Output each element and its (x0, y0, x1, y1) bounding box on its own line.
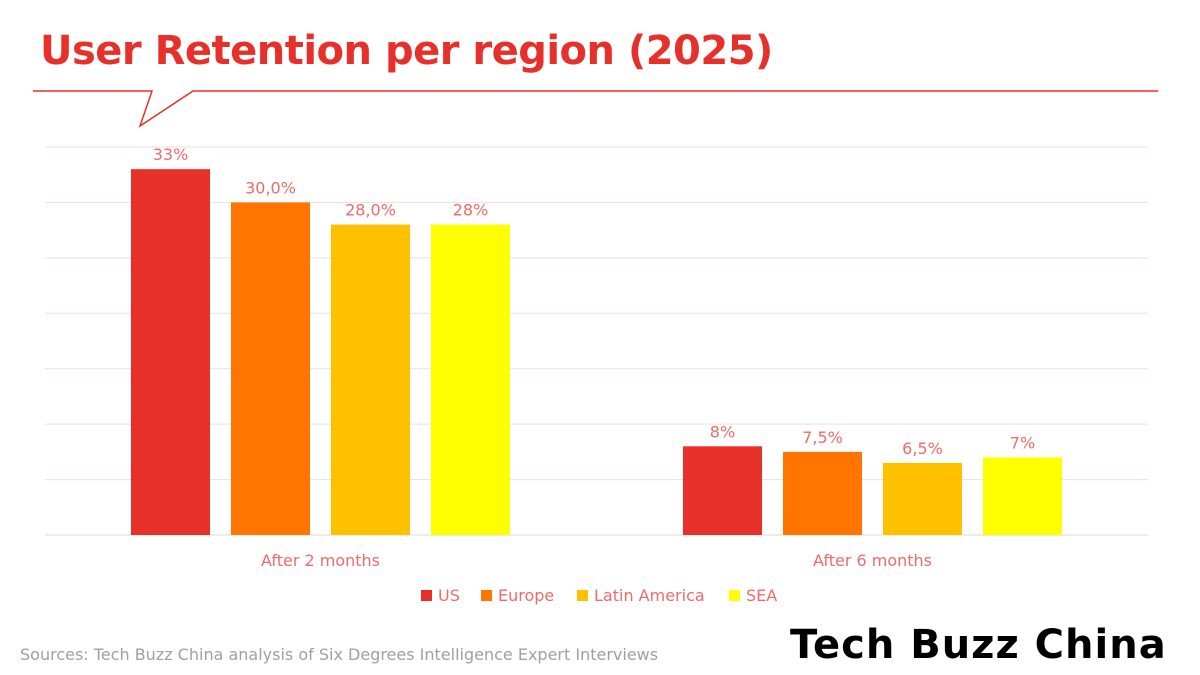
bar-latin-america (331, 224, 410, 535)
bar-sea (431, 224, 510, 535)
bar-us (131, 169, 210, 535)
chart-title: User Retention per region (2025) (40, 28, 773, 74)
bar-europe (231, 202, 310, 535)
bar-latin-america (883, 462, 962, 535)
data-label: 33% (153, 145, 189, 164)
title-callout-line (33, 90, 1158, 128)
x-tick-label: After 6 months (813, 551, 932, 570)
legend-label: Latin America (594, 586, 705, 605)
legend-label: SEA (746, 586, 777, 605)
data-label: 7% (1010, 433, 1035, 452)
legend-swatch (481, 590, 492, 601)
data-label: 30,0% (245, 178, 296, 197)
data-label: 8% (710, 422, 735, 441)
data-label: 28% (453, 201, 489, 220)
tech-buzz-china-logo: Tech Buzz China (790, 622, 1167, 668)
bar-us (683, 446, 762, 535)
data-label: 28,0% (345, 201, 396, 220)
legend-swatch (577, 590, 588, 601)
bar-sea (983, 457, 1062, 535)
legend-label: Europe (498, 586, 554, 605)
x-tick-label: After 2 months (261, 551, 380, 570)
data-label: 6,5% (902, 439, 943, 458)
bar-europe (783, 451, 862, 535)
legend-label: US (438, 586, 460, 605)
legend-swatch (729, 590, 740, 601)
data-label: 7,5% (802, 428, 843, 447)
legend-swatch (421, 590, 432, 601)
source-note: Sources: Tech Buzz China analysis of Six… (20, 645, 659, 664)
